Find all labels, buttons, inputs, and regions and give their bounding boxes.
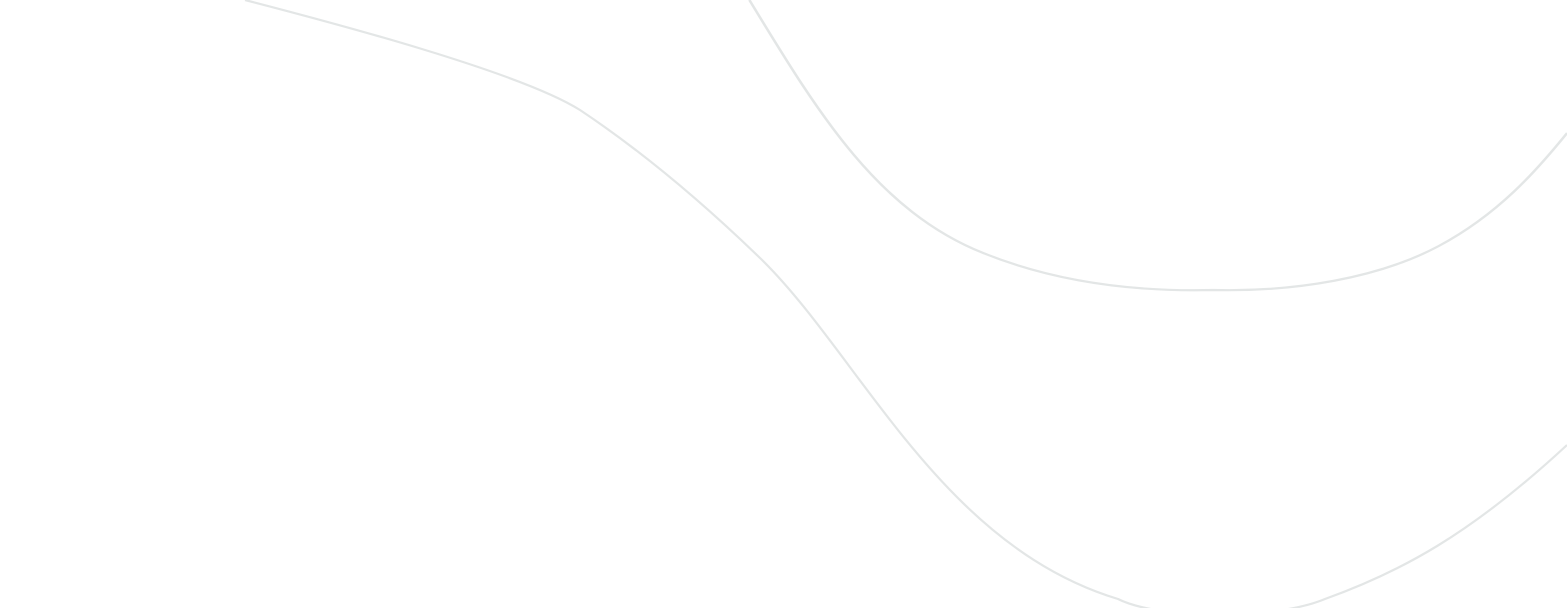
decorative-curve-upper xyxy=(748,0,1567,292)
decorative-curve-lower xyxy=(244,0,1567,608)
